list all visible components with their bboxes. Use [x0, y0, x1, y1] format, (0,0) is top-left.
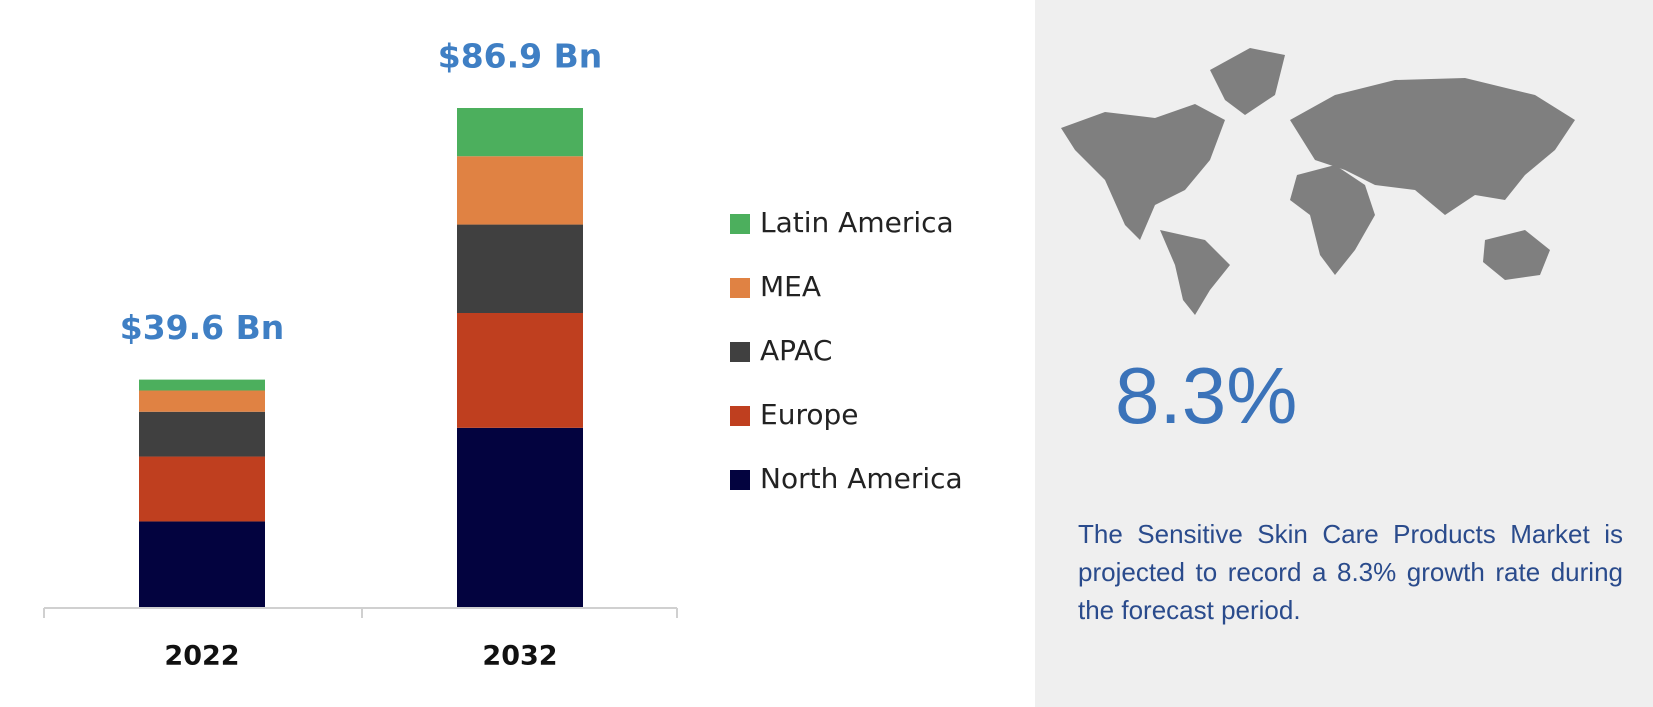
bar-segment [139, 379, 265, 391]
legend-swatch [730, 406, 750, 426]
legend-label: North America [760, 462, 963, 495]
legend-swatch [730, 470, 750, 490]
bar-segment [139, 521, 265, 607]
bar-segment [457, 312, 583, 428]
world-map [1061, 48, 1575, 315]
x-tick-label: 2032 [482, 641, 557, 672]
legend-label: APAC [760, 334, 832, 367]
legend-swatch [730, 214, 750, 234]
headline: 8.3% [1115, 351, 1298, 440]
legend-label: Latin America [760, 206, 954, 239]
side-panel: 8.3% The Sensitive Skin Care Products Ma… [1035, 0, 1653, 707]
bar-segment [457, 427, 583, 607]
bar-segment [139, 411, 265, 457]
chart: $39.6 Bn 2022 $86.9 Bn 2032 North America Eur… [43, 37, 963, 672]
total-label: $39.6 Bn [120, 308, 285, 347]
bar-segment [139, 390, 265, 412]
legend-swatch [730, 342, 750, 362]
legend-label: Europe [760, 398, 858, 431]
description: The Sensitive Skin Care Products Market … [1078, 519, 1623, 625]
bar-segment [457, 108, 583, 157]
legend-label: MEA [760, 270, 821, 303]
x-tick-label: 2022 [164, 641, 239, 672]
legend-swatch [730, 278, 750, 298]
bar-segment [457, 224, 583, 313]
bar-segment [139, 456, 265, 522]
total-label: $86.9 Bn [438, 37, 603, 76]
bar-segment [457, 156, 583, 225]
